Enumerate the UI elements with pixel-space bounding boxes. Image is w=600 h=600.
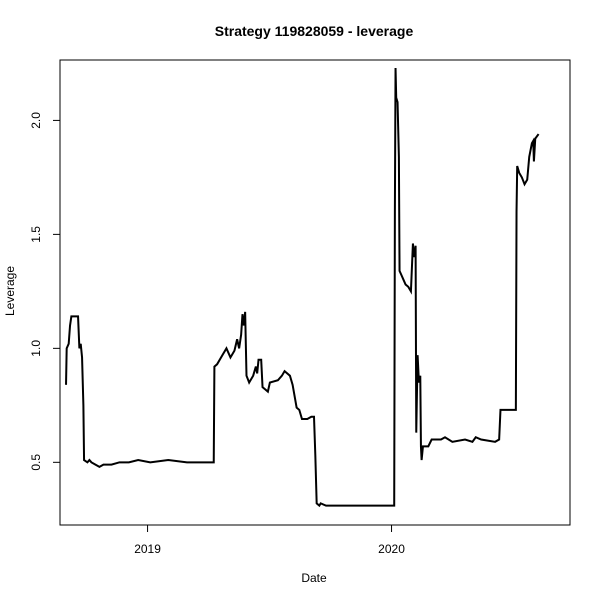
y-tick-label: 0.5: [29, 454, 43, 471]
x-tick-label: 2019: [134, 542, 161, 556]
x-tick-label: 2020: [378, 542, 405, 556]
y-tick-label: 1.0: [29, 340, 43, 357]
x-axis: 2019 2020: [134, 524, 405, 556]
chart-title: Strategy 119828059 - leverage: [215, 23, 414, 39]
y-tick-label: 2.0: [29, 112, 43, 129]
y-axis: 0.5 1.0 1.5 2.0: [29, 112, 61, 471]
x-axis-label: Date: [301, 571, 327, 585]
y-axis-label: Leverage: [3, 266, 17, 316]
y-tick-label: 1.5: [29, 226, 43, 243]
leverage-series-line: [65, 67, 540, 508]
